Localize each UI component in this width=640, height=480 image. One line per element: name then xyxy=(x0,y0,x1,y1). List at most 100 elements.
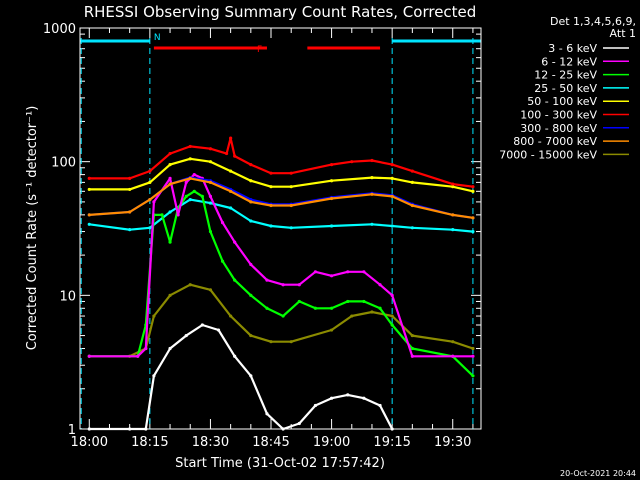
series-point xyxy=(148,180,152,184)
x-tick-label: 19:15 xyxy=(373,435,410,450)
series-point xyxy=(281,314,285,318)
series-point xyxy=(87,222,91,226)
series-point xyxy=(136,354,140,358)
series-point xyxy=(184,194,188,198)
series-point xyxy=(390,293,394,297)
series-point xyxy=(200,323,204,327)
series-point xyxy=(410,180,414,184)
series-line xyxy=(89,198,474,233)
series-point xyxy=(168,346,172,351)
series-point xyxy=(329,396,334,400)
series-point xyxy=(188,198,192,202)
y-axis-label: Corrected Count Rate (s⁻¹ detector⁻¹) xyxy=(25,106,40,351)
series-point xyxy=(128,210,132,214)
series-point xyxy=(451,213,455,217)
series-point xyxy=(208,180,213,184)
series-point xyxy=(192,173,196,177)
series-point xyxy=(160,213,164,217)
series-point xyxy=(313,306,318,310)
series-point xyxy=(249,179,253,183)
series-point xyxy=(410,226,414,230)
series-point xyxy=(249,262,253,267)
series-point xyxy=(128,176,132,180)
series-point xyxy=(229,206,233,210)
series-point xyxy=(265,412,269,416)
series-point xyxy=(152,314,156,318)
series-point xyxy=(168,240,172,244)
series-point xyxy=(471,185,475,189)
series-point xyxy=(144,346,148,351)
series-point xyxy=(362,396,366,400)
series-point xyxy=(329,224,334,228)
series-point xyxy=(350,314,354,318)
series-point xyxy=(370,175,374,180)
series-point xyxy=(208,147,213,151)
legend-entry-label: 7000 - 15000 keV xyxy=(499,148,597,161)
series-point xyxy=(249,219,253,223)
series-point xyxy=(281,283,285,287)
x-axis-label: Start Time (31-Oct-02 17:57:42) xyxy=(175,456,385,471)
series-point xyxy=(220,221,225,225)
series-point xyxy=(265,306,269,310)
series-point xyxy=(370,310,374,314)
series-point xyxy=(229,169,233,173)
series-point xyxy=(200,194,204,198)
series-point xyxy=(410,346,414,351)
series-point xyxy=(128,187,132,192)
y-tick-label: 10 xyxy=(59,289,76,304)
series-point xyxy=(390,314,394,318)
series-point xyxy=(451,354,455,358)
series-point xyxy=(329,306,334,310)
series-point xyxy=(168,293,172,297)
series-point xyxy=(378,283,382,287)
series-point xyxy=(224,151,229,156)
series-point xyxy=(471,374,475,378)
series-point xyxy=(229,189,233,193)
series-point xyxy=(233,354,237,358)
series-point xyxy=(152,374,156,378)
series-point xyxy=(471,229,475,234)
series-point xyxy=(208,201,213,205)
series-point xyxy=(471,354,475,358)
series-point xyxy=(148,226,152,230)
series-point xyxy=(410,203,414,208)
series-point xyxy=(451,185,455,189)
y-tick-label: 1 xyxy=(68,423,76,438)
legend-header-line: Det 1,3,4,5,6,9, xyxy=(550,15,636,28)
series-point xyxy=(208,160,213,164)
y-tick-label: 100 xyxy=(51,156,76,171)
legend-header-line: Att 1 xyxy=(610,27,636,40)
series-point xyxy=(87,187,91,192)
chart-title: RHESSI Observing Summary Count Rates, Co… xyxy=(84,3,477,21)
flag-label: F xyxy=(257,45,262,55)
x-tick-label: 18:00 xyxy=(71,435,108,450)
series-point xyxy=(313,403,318,408)
series-point xyxy=(297,299,301,304)
series-point xyxy=(176,213,180,217)
series-point xyxy=(329,163,334,167)
series-point xyxy=(168,163,172,167)
series-point xyxy=(410,354,414,358)
series-line xyxy=(89,190,474,377)
series-point xyxy=(265,278,269,282)
series-point xyxy=(390,224,394,228)
series-point xyxy=(410,333,414,338)
legend-entry-label: 25 - 50 keV xyxy=(534,82,597,95)
series-point xyxy=(362,270,366,274)
series-point xyxy=(188,176,192,180)
series-point xyxy=(471,346,475,351)
legend-entry-label: 12 - 25 keV xyxy=(534,69,597,82)
series-point xyxy=(410,169,414,173)
legend-entry-label: 50 - 100 keV xyxy=(527,95,597,108)
legend-entry-label: 6 - 12 keV xyxy=(541,55,597,68)
x-tick-label: 18:45 xyxy=(252,435,289,450)
x-tick-label: 18:15 xyxy=(131,435,168,450)
series-point xyxy=(346,299,350,304)
series-point xyxy=(128,228,132,232)
y-tick-label: 1000 xyxy=(43,22,76,37)
series-point xyxy=(152,200,156,204)
plot-frame xyxy=(79,27,482,430)
legend-entry-label: 3 - 6 keV xyxy=(548,42,597,55)
series-point xyxy=(229,314,233,318)
